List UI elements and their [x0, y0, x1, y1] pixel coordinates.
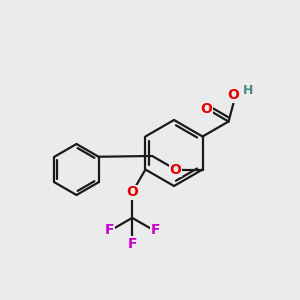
Text: O: O: [169, 163, 181, 176]
Text: O: O: [126, 185, 138, 200]
Text: O: O: [200, 102, 212, 116]
Text: F: F: [150, 223, 160, 237]
Text: H: H: [243, 84, 253, 98]
Text: O: O: [227, 88, 239, 102]
Text: F: F: [105, 223, 114, 237]
Text: F: F: [128, 237, 137, 251]
